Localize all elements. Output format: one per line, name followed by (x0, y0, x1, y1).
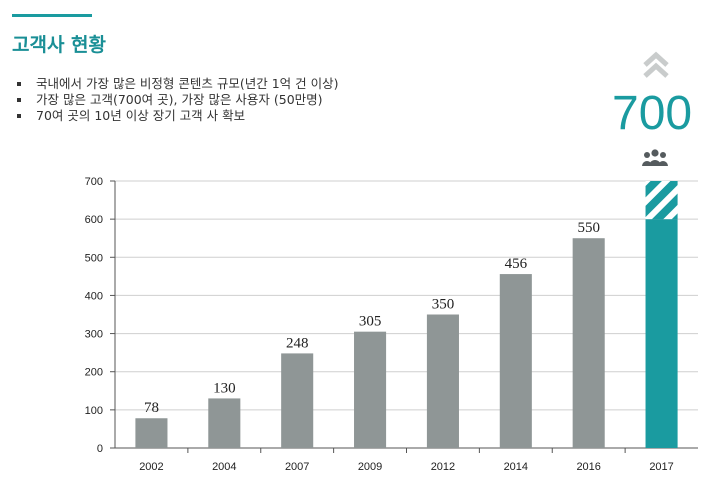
double-chevron-up-icon (643, 51, 669, 78)
x-tick-label: 2016 (576, 461, 600, 473)
bullet-item: 70여 곳의 10년 이상 장기 고객 사 확보 (14, 108, 339, 124)
people-group-icon (642, 149, 668, 166)
title-rule (12, 14, 92, 17)
bar (645, 219, 678, 448)
bar (281, 353, 314, 448)
x-tick-label: 2009 (358, 461, 382, 473)
x-tick-label: 2007 (285, 461, 309, 473)
data-label: 248 (286, 335, 309, 351)
y-tick-label: 700 (85, 176, 103, 188)
data-label: 305 (359, 314, 382, 330)
bar (135, 418, 168, 448)
y-tick-label: 400 (85, 290, 103, 302)
x-tick-label: 2017 (649, 461, 673, 473)
x-tick-label: 2002 (139, 461, 163, 473)
highlight-value: 700 (612, 87, 693, 140)
page-title: 고객사 현황 (12, 34, 107, 56)
y-tick-label: 300 (85, 329, 103, 341)
bar (354, 331, 387, 448)
x-tick-label: 2004 (212, 461, 236, 473)
data-label: 456 (505, 256, 528, 272)
data-label: 78 (144, 400, 159, 416)
data-label: 130 (213, 380, 236, 396)
bar (426, 314, 459, 448)
bar (499, 274, 532, 448)
y-tick-label: 100 (85, 405, 103, 417)
bullet-item: 가장 많은 고객(700여 곳), 가장 많은 사용자 (50만명) (14, 92, 339, 108)
data-label: 350 (432, 297, 455, 313)
bar-hatched-segment (645, 181, 678, 220)
y-tick-label: 200 (85, 367, 103, 379)
bar (572, 238, 605, 448)
x-tick-label: 2012 (431, 461, 455, 473)
y-tick-label: 0 (97, 443, 103, 455)
data-label: 550 (577, 220, 600, 236)
y-tick-label: 600 (85, 214, 103, 226)
x-tick-label: 2014 (504, 461, 528, 473)
bullet-list: 국내에서 가장 많은 비정형 콘텐츠 규모(년간 1억 건 이상) 가장 많은 … (14, 76, 339, 124)
y-tick-label: 500 (85, 252, 103, 264)
bullet-item: 국내에서 가장 많은 비정형 콘텐츠 규모(년간 1억 건 이상) (14, 76, 339, 92)
bar (208, 398, 241, 448)
